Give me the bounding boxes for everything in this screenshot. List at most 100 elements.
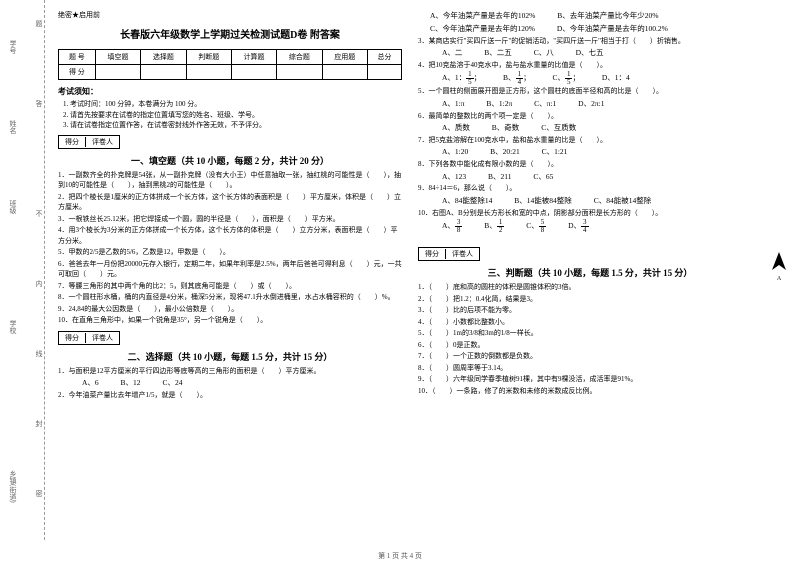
reviewer-label: 评卷人	[86, 137, 119, 147]
option: C、65	[533, 171, 553, 184]
question: 4．（ ）小数都比整数小。	[418, 317, 762, 328]
question: 4．把10克盐溶于40克水中，盐与盐水重量的比值是（ ）。	[418, 60, 762, 71]
th: 综合题	[277, 50, 322, 65]
option: C、今年油菜产量是去年的120%	[430, 23, 535, 36]
table-row: 得 分	[59, 65, 402, 80]
option: A、1:π	[442, 98, 465, 111]
option: D、今年油菜产量是去年的100.2%	[557, 23, 668, 36]
question: 5．一个圆柱的侧面展开图是正方形，这个圆柱的底面半径和高的比是（ ）。	[418, 86, 762, 97]
reviewer-label: 评卷人	[446, 249, 479, 259]
notice-item: 考试时间：100 分钟，本卷满分为 100 分。	[70, 99, 402, 110]
question: 1．一副数齐全的扑克牌是54张，从一副扑克牌（没有大小王）中任意抽取一张，抽红桃…	[58, 170, 402, 191]
options: A、1:20 B、20:21 C、1:21	[418, 146, 762, 159]
option: A、二	[442, 47, 462, 60]
question: 9．（ ）六年级同学春季植树91棵，其中有9棵没活，成活率是91%。	[418, 374, 762, 385]
table-row: 题 号 填空题 选择题 判断题 计算题 综合题 应用题 总分	[59, 50, 402, 65]
th: 应用题	[322, 50, 367, 65]
part-title-judge: 三、判断题（共 10 小题，每题 1.5 分，共计 15 分）	[418, 266, 762, 279]
compass-icon: A	[764, 250, 794, 280]
score-entry-box: 得分评卷人	[58, 135, 120, 149]
question: 10．右图A、B分别是长方形长和宽的中点，阴影部分面积是长方形的（ ）。	[418, 208, 762, 219]
score-label: 得分	[419, 249, 446, 259]
seal-text: 线	[34, 350, 44, 357]
question: 8．一个圆柱形水桶，桶的内直径是4分米，桶深5分米，现将47.1升水倒进桶里，水…	[58, 292, 402, 303]
column-left: 绝密★启用前 长春版六年级数学上学期过关检测试题D卷 附答案 题 号 填空题 选…	[50, 10, 410, 540]
side-label: 学校	[8, 320, 18, 334]
question: 4．用3个棱长为3分米的正方体拼成一个长方体，这个长方体的体积是（ ）立方分米，…	[58, 225, 402, 246]
option: C、58	[526, 219, 546, 234]
options: A、123 B、211 C、65	[418, 171, 762, 184]
option: B、12	[121, 377, 141, 390]
options: A、今年油菜产量是去年的102% B、去年油菜产量比今年少20% C、今年油菜产…	[418, 10, 762, 36]
option: A、1：15；	[442, 71, 481, 86]
option: A、38	[442, 219, 462, 234]
td	[141, 65, 186, 80]
part-title-fill: 一、填空题（共 10 小题，每题 2 分，共计 20 分）	[58, 154, 402, 167]
column-right: A、今年油菜产量是去年的102% B、去年油菜产量比今年少20% C、今年油菜产…	[410, 10, 770, 540]
td	[367, 65, 401, 80]
option: B、12	[484, 219, 504, 234]
td	[231, 65, 276, 80]
option: C、互质数	[541, 122, 576, 135]
question: 7．等腰三角形的其中两个角的比2：5，则其底角可能是（ ）或（ ）。	[58, 281, 402, 292]
question: 6．最简单的整数比的两个项一定是（ ）。	[418, 111, 762, 122]
question: 2．把四个棱长是1厘米的正方体拼成一个长方体，这个长方体的表面积是（ ）平方厘米…	[58, 192, 402, 213]
seal-text: 密	[34, 490, 44, 497]
options: A、84能整除14 B、14能被84整除 C、84能被14整除	[418, 195, 762, 208]
side-label: 姓名	[8, 120, 18, 134]
question: 3．某商店实行"买四斤送一斤"的促销活动，"买四斤送一斤"相当于打（ ）折销售。	[418, 36, 762, 47]
td	[186, 65, 231, 80]
reviewer-label: 评卷人	[86, 333, 119, 343]
td	[322, 65, 367, 80]
notice-item: 请首先按要求在试卷的指定位置填写您的姓名、班级、学号。	[70, 110, 402, 121]
question: 3．（ ）比的后项不能为零。	[418, 305, 762, 316]
options: A、二 B、二五 C、八 D、七五	[418, 47, 762, 60]
exam-title: 长春版六年级数学上学期过关检测试题D卷 附答案	[58, 26, 402, 41]
score-label: 得分	[59, 333, 86, 343]
option: C、π:1	[534, 98, 556, 111]
option: C、1:21	[542, 146, 568, 159]
question: 5．（ ）1m的3/8和3m的1/8一样长。	[418, 328, 762, 339]
option: A、6	[82, 377, 99, 390]
seal-text: 不	[34, 210, 44, 217]
options: A、质数 B、奇数 C、互质数	[418, 122, 762, 135]
options: A、6 B、12 C、24	[58, 377, 402, 390]
part-title-choice: 二、选择题（共 10 小题，每题 1.5 分，共计 15 分）	[58, 350, 402, 363]
seal-text: 答	[34, 100, 44, 107]
binding-sidebar: 学号 姓名 班级 学校 乡镇(街道) 题 答 不 内 线 封 密	[0, 0, 45, 540]
seal-text: 题	[34, 20, 44, 27]
notice-item: 请在试卷指定位置作答，在试卷密封线外作答无效，不予评分。	[70, 120, 402, 131]
option: A、84能整除14	[442, 195, 492, 208]
notice-title: 考试须知：	[58, 86, 402, 97]
seal-text: 内	[34, 280, 44, 287]
option: B、1:2π	[486, 98, 512, 111]
option: B、14能被84整除	[514, 195, 572, 208]
question: 8．下列各数中能化成有限小数的是（ ）。	[418, 159, 762, 170]
th: 填空题	[95, 50, 140, 65]
th: 总分	[367, 50, 401, 65]
score-entry-box: 得分评卷人	[418, 247, 480, 261]
options: A、1：15； B、14； C、15； D、1：4	[418, 71, 762, 86]
option: A、今年油菜产量是去年的102%	[430, 10, 535, 23]
option: B、211	[488, 171, 511, 184]
side-label: 学号	[8, 40, 18, 54]
question: 2．今年油菜产量比去年增产1/5，就是（ ）。	[58, 390, 402, 401]
question: 10．（ ）一条路，修了的米数和未修的米数成反比例。	[418, 386, 762, 397]
side-label: 乡镇(街道)	[8, 470, 18, 503]
td	[277, 65, 322, 80]
page-content: 绝密★启用前 长春版六年级数学上学期过关检测试题D卷 附答案 题 号 填空题 选…	[0, 0, 800, 540]
option: C、24	[162, 377, 182, 390]
notice-list: 考试时间：100 分钟，本卷满分为 100 分。 请首先按要求在试卷的指定位置填…	[58, 99, 402, 131]
question: 6．（ ）0是正数。	[418, 340, 762, 351]
svg-text:A: A	[777, 276, 782, 280]
option: D、34	[568, 219, 588, 234]
th: 题 号	[59, 50, 96, 65]
td	[95, 65, 140, 80]
option: C、84能被14整除	[594, 195, 652, 208]
th: 选择题	[141, 50, 186, 65]
score-label: 得分	[59, 137, 86, 147]
question: 5．甲数的2/5是乙数的5/6，乙数是12，甲数是（ ）。	[58, 247, 402, 258]
option: D、2π:1	[578, 98, 604, 111]
question: 9．24,84的最大公因数是（ ），最小公倍数是（ ）。	[58, 304, 402, 315]
option: D、七五	[576, 47, 604, 60]
